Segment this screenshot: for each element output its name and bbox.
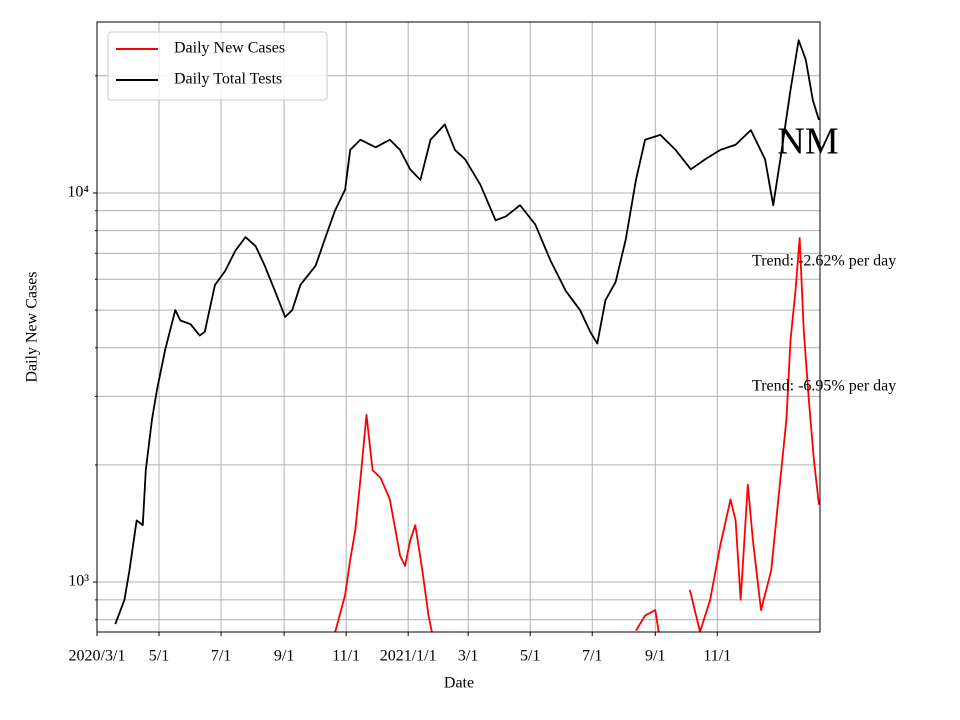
annotation: Trend: -6.95% per day (752, 378, 896, 395)
x-tick-label: 7/1 (211, 648, 231, 665)
x-tick-label: 11/1 (703, 648, 731, 665)
chart-title: NM (777, 121, 838, 163)
data-line (688, 237, 820, 632)
x-tick-label: 9/1 (274, 648, 294, 665)
x-axis-label: Date (444, 675, 474, 692)
x-tick-label: 7/1 (582, 648, 602, 665)
x-tick-label: 9/1 (645, 648, 665, 665)
data-line (114, 39, 820, 625)
legend: Daily New Cases Daily Total Tests (107, 31, 328, 101)
plot-frame (96, 21, 821, 633)
x-tick-label: 2021/1/1 (380, 648, 437, 665)
x-tick-label: 3/1 (458, 648, 478, 665)
y-tick-label: 10³ (68, 573, 89, 590)
x-tick-label: 2020/3/1 (69, 648, 126, 665)
data-line (334, 413, 433, 632)
grid (96, 22, 820, 632)
x-tick-label: 11/1 (332, 648, 360, 665)
data-line (635, 609, 660, 632)
plot-lines (114, 39, 820, 632)
legend-label: Daily New Cases (174, 40, 285, 57)
y-tick-label: 10⁴ (67, 184, 89, 201)
x-tick-label: 5/1 (149, 648, 169, 665)
legend-box (107, 31, 328, 101)
annotation: Trend: -2.62% per day (752, 253, 896, 270)
y-axis-label: Daily New Cases (24, 271, 41, 382)
legend-label: Daily Total Tests (174, 71, 282, 88)
x-tick-label: 5/1 (520, 648, 540, 665)
